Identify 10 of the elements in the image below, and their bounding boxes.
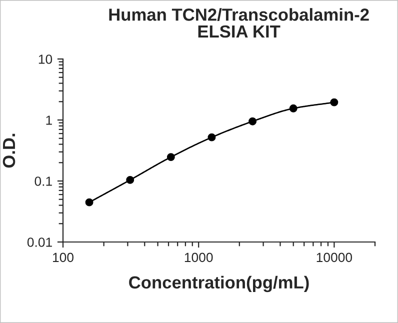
x-axis-title: Concentration(pg/mL) [129, 276, 309, 292]
chart-title: Human TCN2/Transcobalamin-2 ELSIA KIT [109, 8, 369, 38]
y-axis-title: O.D. [2, 134, 16, 168]
x-tick-label: 10000 [316, 252, 352, 262]
x-tick-label: 100 [53, 252, 74, 262]
y-tick-label: 1 [46, 116, 52, 125]
y-tick-label: 0.01 [27, 238, 52, 247]
y-tick-label: 10 [38, 54, 52, 64]
x-tick-label: 1000 [184, 252, 213, 262]
y-tick-label: 0.1 [34, 176, 52, 186]
